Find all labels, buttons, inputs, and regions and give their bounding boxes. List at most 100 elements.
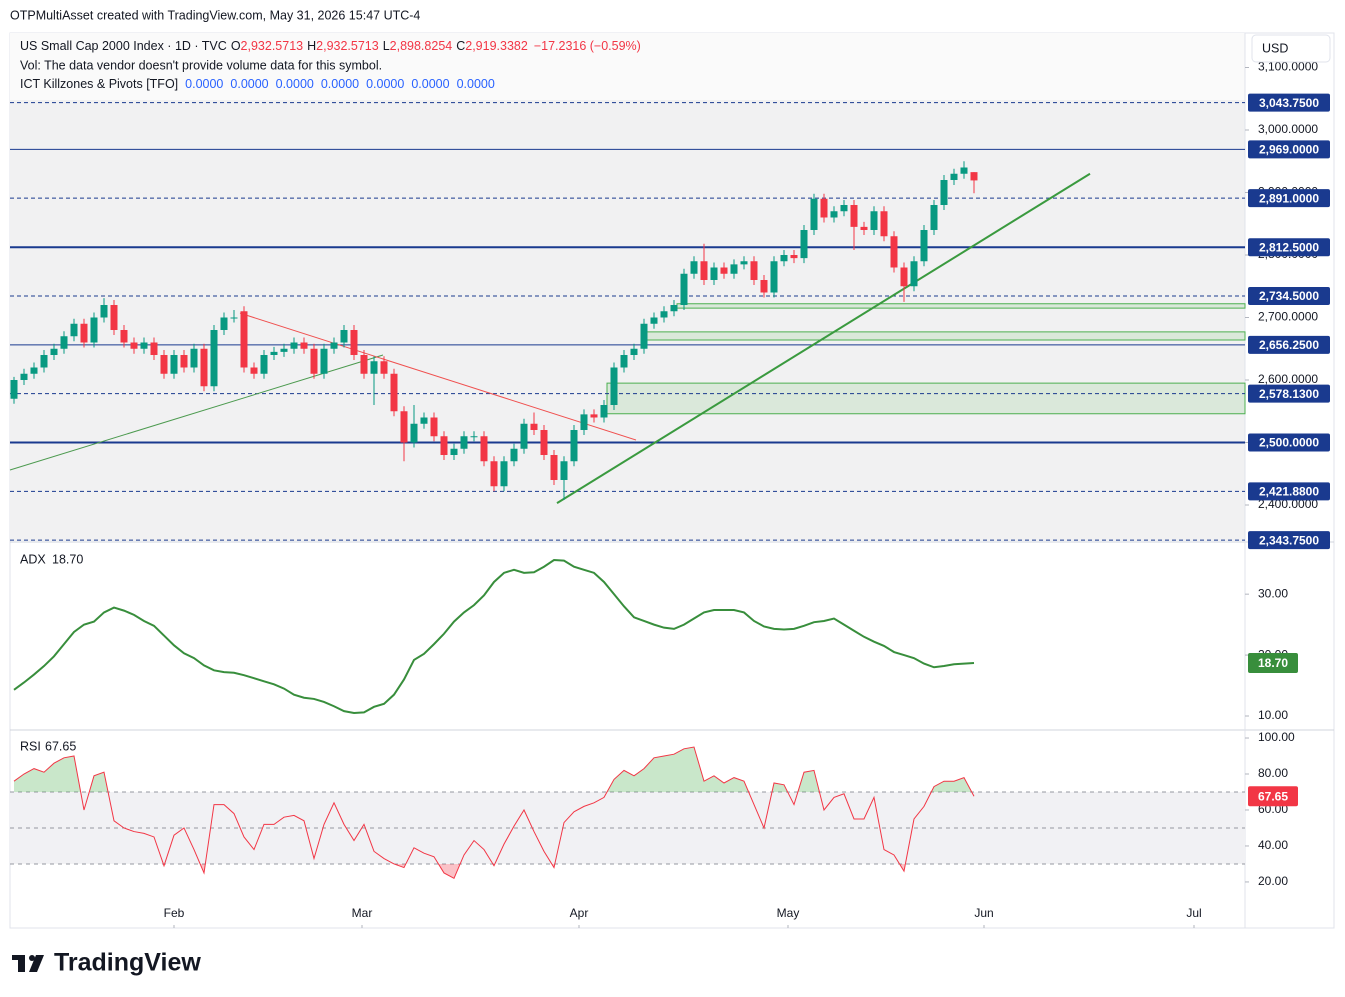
candle-body xyxy=(20,373,28,380)
candle-body xyxy=(540,430,548,455)
candle-body xyxy=(760,280,768,293)
x-tick-label: Mar xyxy=(352,906,373,920)
candle-body xyxy=(400,411,408,443)
candle-body xyxy=(940,180,948,205)
indicator-line xyxy=(13,746,975,880)
level-flag-bg xyxy=(1248,189,1330,208)
candle-body xyxy=(130,342,138,349)
candle-body xyxy=(640,323,648,349)
level-flag: 2,421.8800 xyxy=(1259,484,1319,498)
trendline xyxy=(239,312,637,441)
candle-body xyxy=(460,436,468,449)
candle-body xyxy=(910,261,918,287)
candle-body xyxy=(10,380,18,399)
rsi-legend-value: 67.65 xyxy=(45,739,76,753)
ohlc-value: 2,932.5713 xyxy=(316,39,379,53)
candle-body xyxy=(420,417,428,424)
candle-body xyxy=(70,323,78,337)
ohlc-key: C xyxy=(456,39,465,53)
candle-body xyxy=(270,351,278,355)
plot-layer: 2,400.0000 2,500.0000 2,600.0000 2,700.0000… xyxy=(9,60,1330,928)
trendline xyxy=(556,172,1091,504)
candle-body xyxy=(930,205,938,230)
credit: OTPMultiAsset created with TradingView.c… xyxy=(10,8,420,22)
main-pane-bg-top xyxy=(10,33,1245,100)
trendline xyxy=(9,354,384,471)
candle-body xyxy=(180,355,188,368)
indicator-legend: ICT Killzones & Pivots [TFO] 0.0000 0.0000… xyxy=(20,77,495,91)
candle-body xyxy=(310,348,318,374)
last-value-flag-bg xyxy=(1248,652,1298,673)
candle-body xyxy=(850,205,858,227)
candle-body xyxy=(330,342,338,349)
indicator-value: 0.0000 xyxy=(321,77,359,91)
indicator-name: ICT Killzones & Pivots [TFO] xyxy=(20,77,178,91)
logo-dot xyxy=(29,955,35,961)
level-flag: 2,656.2500 xyxy=(1259,338,1319,352)
candle-body xyxy=(840,205,848,212)
zone xyxy=(606,382,1246,415)
candle-body xyxy=(880,211,888,237)
level-flag: 2,343.7500 xyxy=(1259,533,1319,547)
y-tick-label: 2,700.0000 xyxy=(1258,310,1318,324)
candle-body xyxy=(780,255,788,262)
currency[interactable]: USD xyxy=(1262,41,1288,55)
candle-body xyxy=(610,367,618,405)
brand-name: TradingView xyxy=(54,949,201,977)
candle-body xyxy=(110,305,118,330)
y-tick-label: 20.00 xyxy=(1258,874,1288,888)
candle-body xyxy=(320,348,328,374)
candle-body xyxy=(240,311,248,368)
candle-body xyxy=(40,355,48,368)
candle-body xyxy=(820,198,828,218)
symbol: US Small Cap 2000 Index · 1D · TVC xyxy=(20,39,227,53)
candle-body xyxy=(650,317,658,324)
level-flag: 2,891.0000 xyxy=(1259,191,1319,205)
candle-body xyxy=(100,305,108,318)
ohlc-key: H xyxy=(307,39,316,53)
candle-body xyxy=(920,230,928,262)
brand-logo xyxy=(12,955,44,972)
change: −17.2316 (−0.59%) xyxy=(534,39,641,53)
level-flag-bg xyxy=(1248,238,1330,257)
candle-body xyxy=(340,330,348,343)
indicator-value: 0.0000 xyxy=(185,77,223,91)
candle-body xyxy=(810,198,818,230)
candle-body xyxy=(710,267,718,280)
level-flag-bg xyxy=(1248,482,1330,501)
candle-body xyxy=(970,172,978,181)
candle-body xyxy=(120,330,128,343)
indicator-value: 0.0000 xyxy=(276,77,314,91)
zone xyxy=(644,331,1246,341)
candle-body xyxy=(690,261,698,274)
candle-body xyxy=(500,461,508,487)
y-tick-label: 30.00 xyxy=(1258,586,1288,600)
candle-body xyxy=(600,405,608,418)
x-tick-label: Apr xyxy=(570,906,589,920)
candle-body xyxy=(300,342,308,349)
candle-body xyxy=(290,342,298,349)
candle-body xyxy=(230,317,238,319)
candle-body xyxy=(430,417,438,437)
level-flag-bg xyxy=(1248,384,1330,403)
x-tick-label: Jun xyxy=(974,906,993,920)
level-flag-bg xyxy=(1248,140,1330,159)
candle-body xyxy=(470,436,478,438)
y-tick-label: 2,600.0000 xyxy=(1258,372,1318,386)
candle-body xyxy=(630,348,638,355)
ohlc-key: L xyxy=(383,39,390,53)
overlay-layer: US Small Cap 2000 Index · 1D · TVC O2,932… xyxy=(12,34,1331,977)
x-tick-label: Jul xyxy=(1186,906,1201,920)
candle-body xyxy=(30,367,38,374)
candle-body xyxy=(510,448,518,462)
level-flag: 2,812.5000 xyxy=(1259,240,1319,254)
candle-body xyxy=(360,355,368,374)
x-tick-label: Feb xyxy=(164,906,185,920)
candle-body xyxy=(790,255,798,259)
y-tick-label: 10.00 xyxy=(1258,708,1288,722)
level-flag-bg xyxy=(1248,335,1330,354)
currency-button[interactable] xyxy=(1251,34,1331,63)
ohlc-value: 2,898.8254 xyxy=(390,39,453,53)
